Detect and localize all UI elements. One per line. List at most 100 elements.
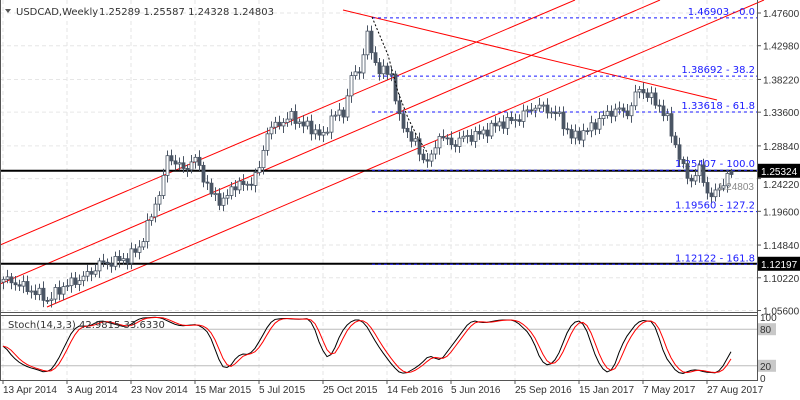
candle: [189, 154, 194, 174]
candle: [317, 123, 322, 141]
candle: [185, 164, 190, 177]
candle: [645, 88, 650, 102]
candle: [29, 285, 34, 299]
candle: [453, 139, 458, 153]
candle-body: [289, 111, 294, 120]
candle: [701, 158, 706, 187]
candle: [713, 183, 718, 202]
candle: [657, 99, 662, 113]
candle: [437, 133, 442, 155]
price-tick-label: 1.14840: [763, 241, 800, 252]
candle-body: [69, 277, 74, 287]
candle: [349, 71, 354, 103]
candle-body: [569, 129, 574, 139]
candle-body: [725, 172, 730, 187]
time-tick-label: 25 Oct 2015: [323, 385, 378, 396]
price-tick-label: 1.19600: [763, 207, 800, 218]
candle: [157, 191, 162, 211]
candle-body: [169, 155, 174, 162]
candle-body: [129, 248, 134, 264]
candle: [281, 118, 286, 134]
candle-body: [525, 109, 530, 112]
stochastic-panel: [0, 316, 776, 374]
candle: [601, 110, 606, 126]
candle: [25, 275, 30, 295]
candle: [173, 154, 178, 171]
candle-body: [1, 278, 6, 283]
candle: [33, 284, 38, 300]
candle-body: [237, 180, 242, 191]
time-tick-label: 7 May 2017: [643, 385, 696, 396]
candle-body: [509, 116, 514, 121]
candle-body: [549, 111, 554, 114]
candle: [233, 179, 238, 197]
candle: [345, 88, 350, 121]
candle-body: [409, 131, 414, 142]
candle-body: [317, 129, 322, 136]
candle: [537, 98, 542, 112]
price-label: 1.25324: [761, 167, 798, 178]
candle-body: [241, 180, 246, 185]
candle-body: [233, 186, 238, 191]
candle: [65, 279, 70, 291]
candle: [213, 187, 218, 201]
candle-body: [545, 104, 550, 114]
candles: [1, 25, 734, 308]
candle: [681, 156, 686, 169]
candle: [621, 103, 626, 118]
candle-body: [333, 114, 338, 117]
candle-body: [65, 285, 70, 288]
candle-body: [249, 183, 254, 186]
candle-body: [581, 130, 586, 141]
candle: [141, 237, 146, 251]
candle: [557, 106, 562, 117]
price-axis[interactable]: 1.47600 1.42980 1.38220 1.33600 1.28840 1.242…: [718, 9, 800, 385]
candle: [561, 106, 566, 136]
candle-body: [261, 149, 266, 169]
candle-body: [625, 110, 630, 117]
time-tick-label: 15 Jan 2017: [579, 385, 634, 396]
candle: [597, 111, 602, 135]
candle-body: [553, 111, 558, 115]
candle: [237, 177, 242, 194]
candle: [425, 153, 430, 168]
candle-body: [321, 131, 326, 136]
candle-body: [629, 105, 634, 117]
candle: [57, 280, 62, 301]
candle-body: [517, 119, 522, 122]
candle: [521, 104, 526, 128]
stoch-level-box: [758, 359, 776, 372]
candle: [273, 116, 278, 134]
candle-body: [501, 121, 506, 129]
candle: [729, 168, 734, 178]
time-axis[interactable]: 13 Apr 2014 3 Aug 2014 23 Nov 2014 15 Mar 2…: [2, 380, 764, 396]
candle-body: [469, 135, 474, 142]
candle: [433, 140, 438, 160]
candle: [97, 257, 102, 278]
candle-body: [25, 281, 30, 292]
candle-body: [561, 111, 566, 130]
candle-body: [165, 155, 170, 176]
candle-body: [421, 153, 426, 161]
fib-level-label: 1.19560 - 127.2: [675, 201, 755, 212]
ohlc-values: 1.25289 1.25587 1.24328 1.24803: [99, 7, 274, 18]
candle-body: [345, 95, 350, 118]
candle-body: [721, 185, 726, 189]
candle: [593, 118, 598, 136]
time-tick-label: 23 Nov 2014: [131, 385, 188, 396]
triangle-down-icon[interactable]: [5, 9, 11, 13]
candle: [245, 181, 250, 191]
candle-body: [381, 65, 386, 75]
candle: [165, 150, 170, 183]
candle: [341, 107, 346, 124]
time-tick-label: 27 Aug 2017: [707, 385, 764, 396]
candle-body: [41, 287, 46, 301]
candle-body: [445, 137, 450, 140]
candle: [689, 174, 694, 188]
price-label-box: [758, 163, 800, 178]
price-tick-label: 1.28840: [763, 142, 800, 153]
candle: [485, 123, 490, 143]
candle-body: [493, 122, 498, 127]
candle-body: [617, 107, 622, 110]
